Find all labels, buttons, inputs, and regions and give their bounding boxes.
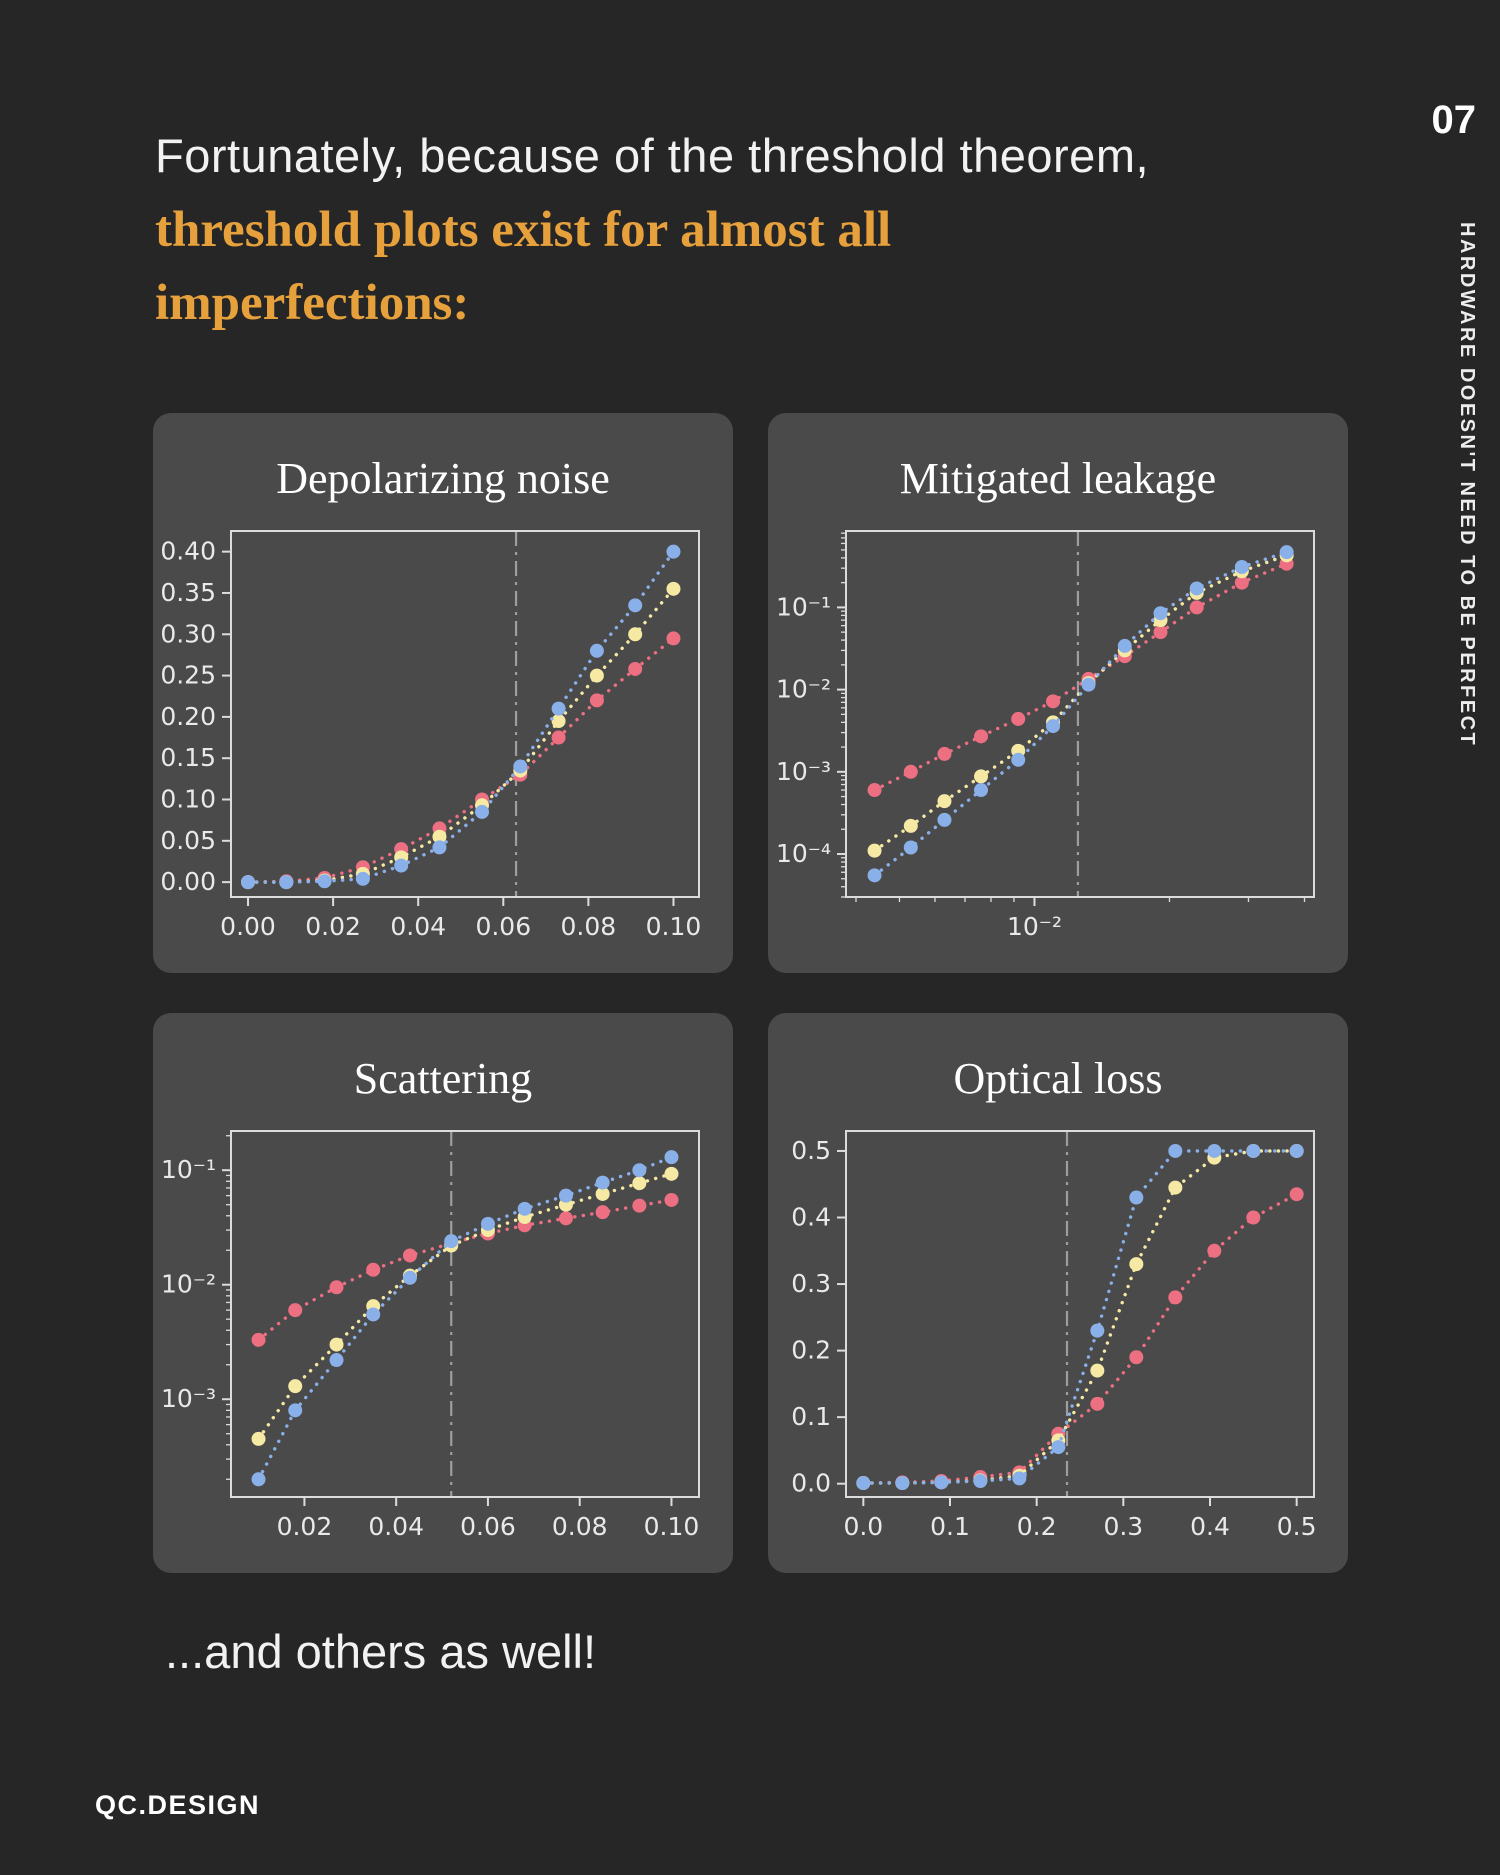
svg-text:0.40: 0.40: [160, 537, 216, 566]
svg-text:0.0: 0.0: [843, 1512, 883, 1541]
heading-line-2: threshold plots exist for almost all: [155, 202, 892, 258]
svg-text:0.3: 0.3: [1103, 1512, 1143, 1541]
svg-text:0.06: 0.06: [460, 1512, 516, 1541]
svg-text:0.15: 0.15: [160, 743, 216, 772]
svg-text:0.5: 0.5: [1277, 1512, 1317, 1541]
svg-text:0.4: 0.4: [1190, 1512, 1230, 1541]
svg-text:0.0: 0.0: [791, 1469, 831, 1498]
footer-note: ...and others as well!: [165, 1625, 597, 1678]
svg-text:0.02: 0.02: [277, 1512, 333, 1541]
svg-text:0.3: 0.3: [791, 1269, 831, 1298]
svg-text:0.06: 0.06: [475, 912, 531, 941]
optical-loss-chart: 0.0 0.1 0.2 0.3 0.4 0.5 0.0 0.1 0.2 0.3 0.4 0.5: [791, 1130, 1317, 1541]
chart-grid: Depolarizing noise 0.00 0.02 0.04 0.06 0.08 0…: [153, 413, 1348, 1573]
card-scattering: Scattering 0.02 0.04 0.06 0.08 0.10 10⁻¹ 10⁻² 1…: [153, 1013, 733, 1573]
chart-title-scattering: Scattering: [353, 1054, 533, 1103]
svg-text:0.1: 0.1: [930, 1512, 970, 1541]
depolarizing-noise-chart: 0.00 0.02 0.04 0.06 0.08 0.10 0.00 0.05 0.10 0.15…: [160, 530, 702, 941]
svg-text:0.05: 0.05: [160, 826, 216, 855]
svg-text:0.08: 0.08: [552, 1512, 608, 1541]
card-depolarizing-noise: Depolarizing noise 0.00 0.02 0.04 0.06 0.08 0…: [153, 413, 733, 973]
svg-text:0.10: 0.10: [160, 785, 216, 814]
svg-text:10⁻⁴: 10⁻⁴: [776, 839, 831, 868]
svg-text:0.10: 0.10: [644, 1512, 700, 1541]
svg-text:0.1: 0.1: [791, 1402, 831, 1431]
chart-title-mitigated-leakage: Mitigated leakage: [899, 454, 1217, 503]
svg-text:10⁻³: 10⁻³: [161, 1384, 216, 1413]
heading-line-1: Fortunately, because of the threshold th…: [155, 129, 1150, 182]
svg-text:0.00: 0.00: [160, 867, 216, 896]
svg-text:10⁻²: 10⁻²: [161, 1270, 216, 1299]
chart-title-depolarizing-noise: Depolarizing noise: [276, 454, 610, 503]
svg-text:0.20: 0.20: [160, 702, 216, 731]
chart-title-optical-loss: Optical loss: [953, 1054, 1163, 1103]
heading: Fortunately, because of the threshold th…: [155, 118, 1149, 340]
sidebar-vertical-text: HARDWARE DOESN'T NEED TO BE PERFECT: [1456, 222, 1478, 748]
svg-text:0.2: 0.2: [1017, 1512, 1057, 1541]
svg-text:0.00: 0.00: [220, 912, 276, 941]
svg-text:0.5: 0.5: [791, 1136, 831, 1165]
heading-line-3: imperfections:: [155, 275, 470, 331]
svg-text:0.04: 0.04: [390, 912, 446, 941]
svg-text:10⁻²: 10⁻²: [1007, 912, 1062, 941]
svg-text:0.35: 0.35: [160, 578, 216, 607]
svg-text:0.30: 0.30: [160, 619, 216, 648]
svg-text:0.25: 0.25: [160, 661, 216, 690]
svg-text:10⁻²: 10⁻²: [776, 675, 831, 704]
svg-text:0.08: 0.08: [561, 912, 617, 941]
mitigated-leakage-chart: 10⁻² 10⁻¹ 10⁻² 10⁻³ 10⁻⁴: [776, 530, 1315, 941]
brand-logo-text: QC.DESIGN: [95, 1790, 261, 1820]
card-mitigated-leakage: Mitigated leakage 10⁻² 10⁻¹ 10⁻² 10⁻³ 10⁻⁴: [768, 413, 1348, 973]
svg-text:0.4: 0.4: [791, 1203, 831, 1232]
scattering-chart: 0.02 0.04 0.06 0.08 0.10 10⁻¹ 10⁻² 10⁻³: [161, 1130, 700, 1541]
svg-text:10⁻¹: 10⁻¹: [776, 592, 831, 621]
svg-text:0.02: 0.02: [305, 912, 361, 941]
svg-text:0.2: 0.2: [791, 1336, 831, 1365]
svg-text:10⁻¹: 10⁻¹: [161, 1155, 216, 1184]
svg-text:0.04: 0.04: [368, 1512, 424, 1541]
card-optical-loss: Optical loss 0.0 0.1 0.2 0.3 0.4 0.5 0.0 0.1 0.2…: [768, 1013, 1348, 1573]
svg-text:0.10: 0.10: [646, 912, 702, 941]
page-number: 07: [1431, 98, 1477, 142]
svg-text:10⁻³: 10⁻³: [776, 757, 831, 786]
